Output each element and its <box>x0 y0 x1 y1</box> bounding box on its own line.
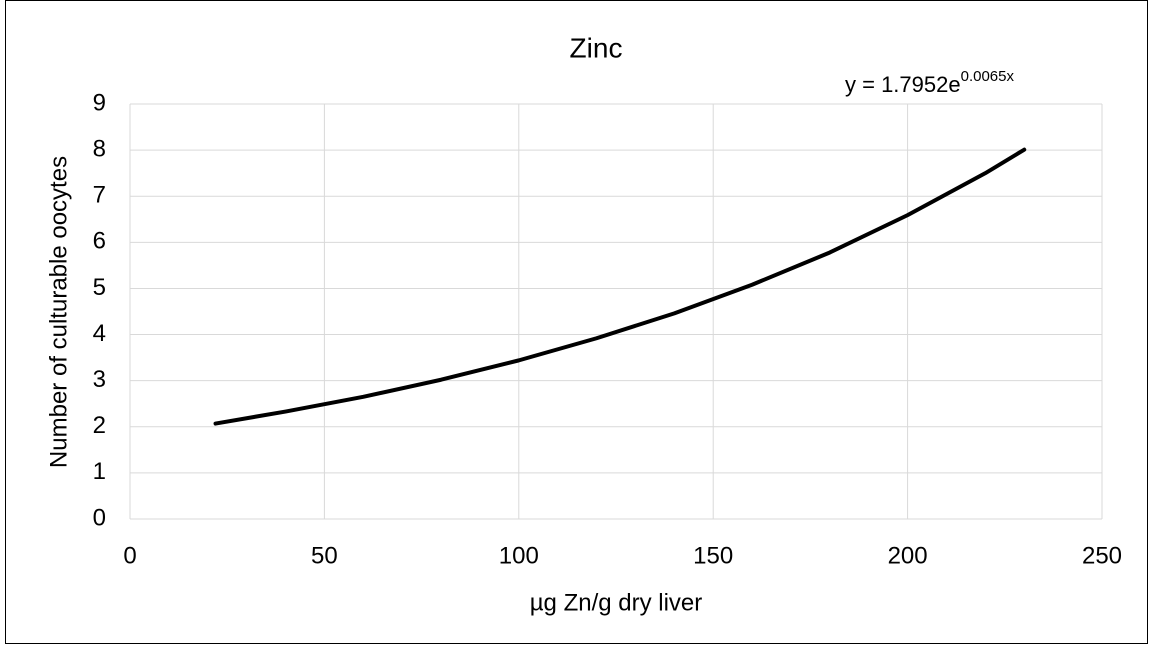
x-axis-label: µg Zn/g dry liver <box>530 589 703 616</box>
chart-border <box>5 0 1148 644</box>
y-axis-label: Number of culturable oocytes <box>45 156 72 468</box>
chart-title: Zinc <box>570 32 623 63</box>
x-tick-label: 100 <box>499 542 539 569</box>
trend-line <box>213 147 1027 426</box>
y-tick-label: 5 <box>93 274 106 301</box>
y-tick-label: 6 <box>93 228 106 255</box>
x-tick-label: 250 <box>1082 542 1122 569</box>
equation-exponent: 0.0065x <box>961 68 1015 85</box>
x-tick-label: 0 <box>123 542 136 569</box>
x-tick-label: 50 <box>311 542 338 569</box>
y-tick-label: 4 <box>93 320 106 347</box>
y-tick-label: 9 <box>93 89 106 116</box>
y-tick-label: 1 <box>93 458 106 485</box>
y-tick-label: 2 <box>93 412 106 439</box>
y-tick-label: 0 <box>93 504 106 531</box>
y-tick-label: 7 <box>93 182 106 209</box>
equation-text: y = 1.7952e <box>845 72 961 97</box>
x-tick-label: 150 <box>693 542 733 569</box>
y-tick-label: 3 <box>93 366 106 393</box>
equation: y = 1.7952e0.0065x <box>845 68 1014 97</box>
y-tick-label: 8 <box>93 135 106 162</box>
x-tick-label: 200 <box>888 542 928 569</box>
